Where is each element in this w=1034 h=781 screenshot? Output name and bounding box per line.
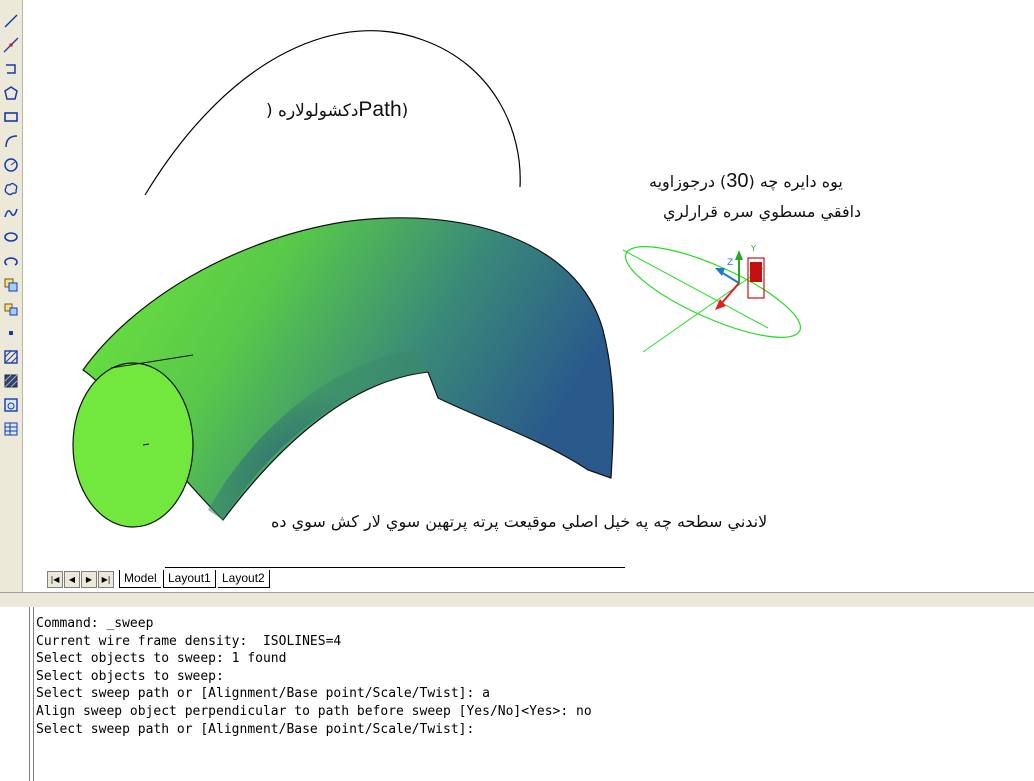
ucs-z-label: Z	[727, 258, 734, 268]
bottom-annotation: لاندني سطحه چه په خپل اصلي موقيعت پرته پ…	[271, 512, 768, 531]
tab-layout2[interactable]: Layout2	[218, 570, 270, 588]
path-annotation-suffix: )	[401, 101, 409, 121]
circle-annotation-line1: يوه دايره چه (30) درجوزاويه	[649, 170, 843, 193]
gradient-icon	[4, 374, 18, 388]
table-tool[interactable]	[2, 420, 20, 438]
arc-icon	[5, 135, 18, 148]
face-tick	[142, 443, 150, 446]
command-window-grip[interactable]	[29, 607, 34, 781]
path-annotation-word: Path	[358, 98, 402, 121]
revision-cloud-tool[interactable]	[2, 180, 20, 198]
ucs-y-label: Y	[751, 244, 756, 253]
next-tab-button[interactable]: ▶	[81, 571, 97, 588]
polyline-tool[interactable]	[2, 60, 20, 78]
prev-tab-icon: ◀	[68, 575, 76, 584]
polygon-icon	[4, 86, 18, 100]
first-tab-button[interactable]: |◀	[47, 571, 63, 588]
last-tab-icon: ▶|	[101, 575, 111, 584]
drawing-area[interactable]: دكشولولاره (Path) يوه دايره چه (30) درجو…	[23, 0, 1034, 568]
command-line: Select objects to sweep:	[36, 668, 224, 684]
make-block-icon	[4, 303, 18, 316]
command-history: Command: _sweep Current wire frame densi…	[36, 615, 592, 738]
insert-block-tool[interactable]	[2, 276, 20, 294]
circle-construction-line-2	[622, 249, 769, 329]
make-block-tool[interactable]	[2, 300, 20, 318]
swept-solid	[82, 217, 615, 521]
command-line: Align sweep object perpendicular to path…	[36, 703, 592, 719]
tab-model[interactable]: Model	[119, 570, 161, 588]
command-window-splitter[interactable]	[0, 592, 1034, 608]
tube-underside-shade	[208, 350, 428, 520]
spline-tool[interactable]	[2, 204, 20, 222]
region-icon	[4, 398, 18, 412]
point-tool[interactable]	[2, 324, 20, 342]
ellipse-icon	[4, 232, 18, 242]
profile-circle-face	[72, 362, 194, 528]
first-tab-icon: |◀	[50, 575, 60, 584]
tab-baseline	[165, 567, 625, 568]
polygon-tool[interactable]	[2, 84, 20, 102]
ucs-icon	[715, 250, 765, 310]
hatch-tool[interactable]	[2, 348, 20, 366]
command-prompt[interactable]: Select sweep path or [Alignment/Base poi…	[36, 721, 475, 737]
cloud-icon	[4, 182, 18, 196]
spline-icon	[4, 208, 18, 218]
path-annotation-prefix: دكشولولاره (	[266, 101, 359, 121]
command-line: Command: _sweep	[36, 616, 154, 631]
path-arc	[144, 30, 521, 196]
rectangle-icon	[4, 112, 18, 122]
ellipse-arc-icon	[4, 257, 18, 266]
command-window[interactable]: Command: _sweep Current wire frame densi…	[0, 607, 1034, 781]
ellipse-arc-tool[interactable]	[2, 252, 20, 270]
insert-block-icon	[4, 278, 18, 292]
table-icon	[4, 422, 18, 436]
circle-tool[interactable]	[2, 156, 20, 174]
tube-silhouette-top	[110, 354, 194, 369]
gradient-tool[interactable]	[2, 372, 20, 390]
layout-tabs: |◀ ◀ ▶ ▶| Model Layout1 Layout2	[45, 568, 625, 590]
region-tool[interactable]	[2, 396, 20, 414]
circle-annotation-part-a: يوه دايره چه (	[748, 172, 843, 191]
ellipse-tool[interactable]	[2, 228, 20, 246]
circle-construction-line-1	[642, 267, 764, 353]
construction-line-tool[interactable]	[2, 36, 20, 54]
profile-circle-30deg	[624, 246, 802, 338]
command-line: Current wire frame density: ISOLINES=4	[36, 633, 342, 649]
drawing-canvas[interactable]	[23, 0, 1034, 568]
path-annotation: دكشولولاره (Path)	[266, 98, 408, 122]
circle-icon	[4, 158, 18, 172]
prev-tab-button[interactable]: ◀	[64, 571, 80, 588]
point-icon	[9, 331, 13, 335]
last-tab-button[interactable]: ▶|	[98, 571, 114, 588]
circle-annotation-line2: دافقي مسطوي سره قرارلري	[663, 202, 862, 221]
circle-annotation-part-b: ) درجوزاويه	[649, 172, 727, 191]
circle-annotation-number: 30	[726, 170, 749, 192]
draw-toolbar	[0, 0, 23, 600]
next-tab-icon: ▶	[85, 575, 93, 584]
line-tool[interactable]	[2, 12, 20, 30]
xline-icon	[3, 37, 19, 53]
rectangle-tool[interactable]	[2, 108, 20, 126]
command-line: Select objects to sweep: 1 found	[36, 651, 287, 667]
polyline-icon	[6, 64, 16, 74]
arc-tool[interactable]	[2, 132, 20, 150]
hatch-icon	[4, 350, 18, 364]
command-line: Select sweep path or [Alignment/Base poi…	[36, 686, 490, 702]
line-icon	[4, 14, 18, 28]
tab-layout1[interactable]: Layout1	[163, 570, 216, 588]
